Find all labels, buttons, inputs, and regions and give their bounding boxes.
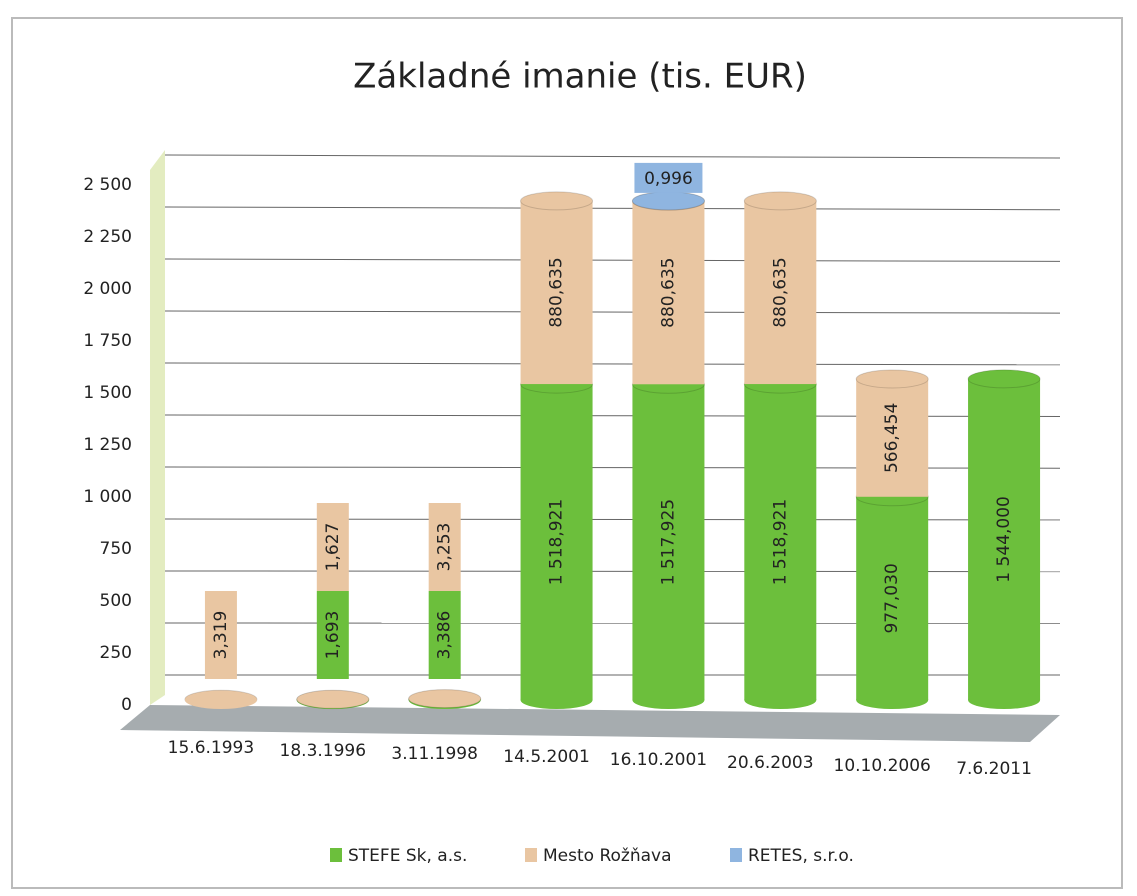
y-tick-label: 500 [100,591,132,611]
cylinder-base [968,691,1041,709]
cylinder-base [184,691,257,709]
data-label: 977,030 [882,563,902,633]
bar-segment [632,201,705,385]
y-tick-label: 250 [100,643,132,663]
bar-segment [632,384,705,700]
data-label: 1 517,925 [658,499,678,586]
grid-line [164,258,1061,262]
cylinder-base [632,691,705,709]
bar-segment [856,496,929,700]
data-label: 880,635 [658,258,678,328]
grid-line [164,362,1061,366]
x-tick-label: 20.6.2003 [727,753,814,773]
y-tick-label: 2 000 [83,279,132,299]
y-tick-label: 1 750 [83,331,132,351]
data-label: 3,253 [435,523,455,572]
bar-segment [744,200,817,385]
data-label-box [634,162,703,193]
grid-line [164,154,1061,159]
data-label: 0,996 [644,169,693,189]
cylinder-base [744,691,817,709]
legend-label: STEFE Sk, a.s. [348,846,467,866]
legend-label: Mesto Rožňava [543,846,672,866]
cylinder-base [520,691,593,709]
bar-segment [520,384,593,700]
data-label: 880,635 [547,257,567,327]
x-tick-label: 10.10.2006 [834,756,931,776]
data-label: 880,635 [770,257,790,327]
cylinder-cap [967,369,1041,389]
y-tick-label: 750 [100,539,132,559]
legend-swatch [730,848,742,862]
floor [120,705,1060,742]
cylinder-cap [296,689,370,709]
data-label: 3,319 [211,611,231,660]
data-label-box [428,503,461,591]
y-tick-label: 2 500 [83,175,132,195]
bar-segment [968,378,1041,700]
data-label-box [204,591,237,679]
bar-segment [744,384,817,700]
x-tick-label: 14.5.2001 [503,747,590,767]
x-tick-label: 7.6.2011 [956,759,1032,779]
bar-segment [520,200,593,385]
data-label: 1 518,921 [770,499,790,586]
grid-line [164,206,1061,211]
data-label: 1,627 [323,523,343,572]
cylinder-cap [855,369,929,389]
data-label-box [428,591,461,679]
data-label: 1 518,921 [547,499,567,586]
x-tick-label: 16.10.2001 [610,750,707,770]
data-label: 3,386 [435,611,455,660]
legend-swatch [525,848,537,862]
x-tick-label: 3.11.1998 [391,744,478,764]
grid-line [164,310,1061,314]
y-tick-label: 1 500 [83,383,132,403]
data-label: 1,693 [323,611,343,660]
y-tick-label: 0 [121,695,132,715]
back-wall-side [150,150,165,705]
y-tick-label: 2 250 [83,227,132,247]
chart-title: Základné imanie (tis. EUR) [353,57,807,97]
y-tick-label: 1 000 [83,487,132,507]
data-label-box [316,503,349,591]
legend-swatch [330,848,342,862]
data-label: 566,454 [882,403,902,473]
data-label: 1 544,000 [994,496,1014,583]
x-tick-label: 15.6.1993 [168,738,255,758]
cylinder-base [856,691,929,709]
legend-label: RETES, s.r.o. [748,846,854,866]
x-tick-label: 18.3.1996 [280,741,367,761]
bar-segment [856,378,929,497]
cylinder-cap [743,191,817,211]
cylinder-cap [631,191,705,211]
y-tick-label: 1 250 [83,435,132,455]
data-label-box [316,591,349,679]
cylinder-cap [520,191,594,211]
cylinder-cap [408,689,482,709]
